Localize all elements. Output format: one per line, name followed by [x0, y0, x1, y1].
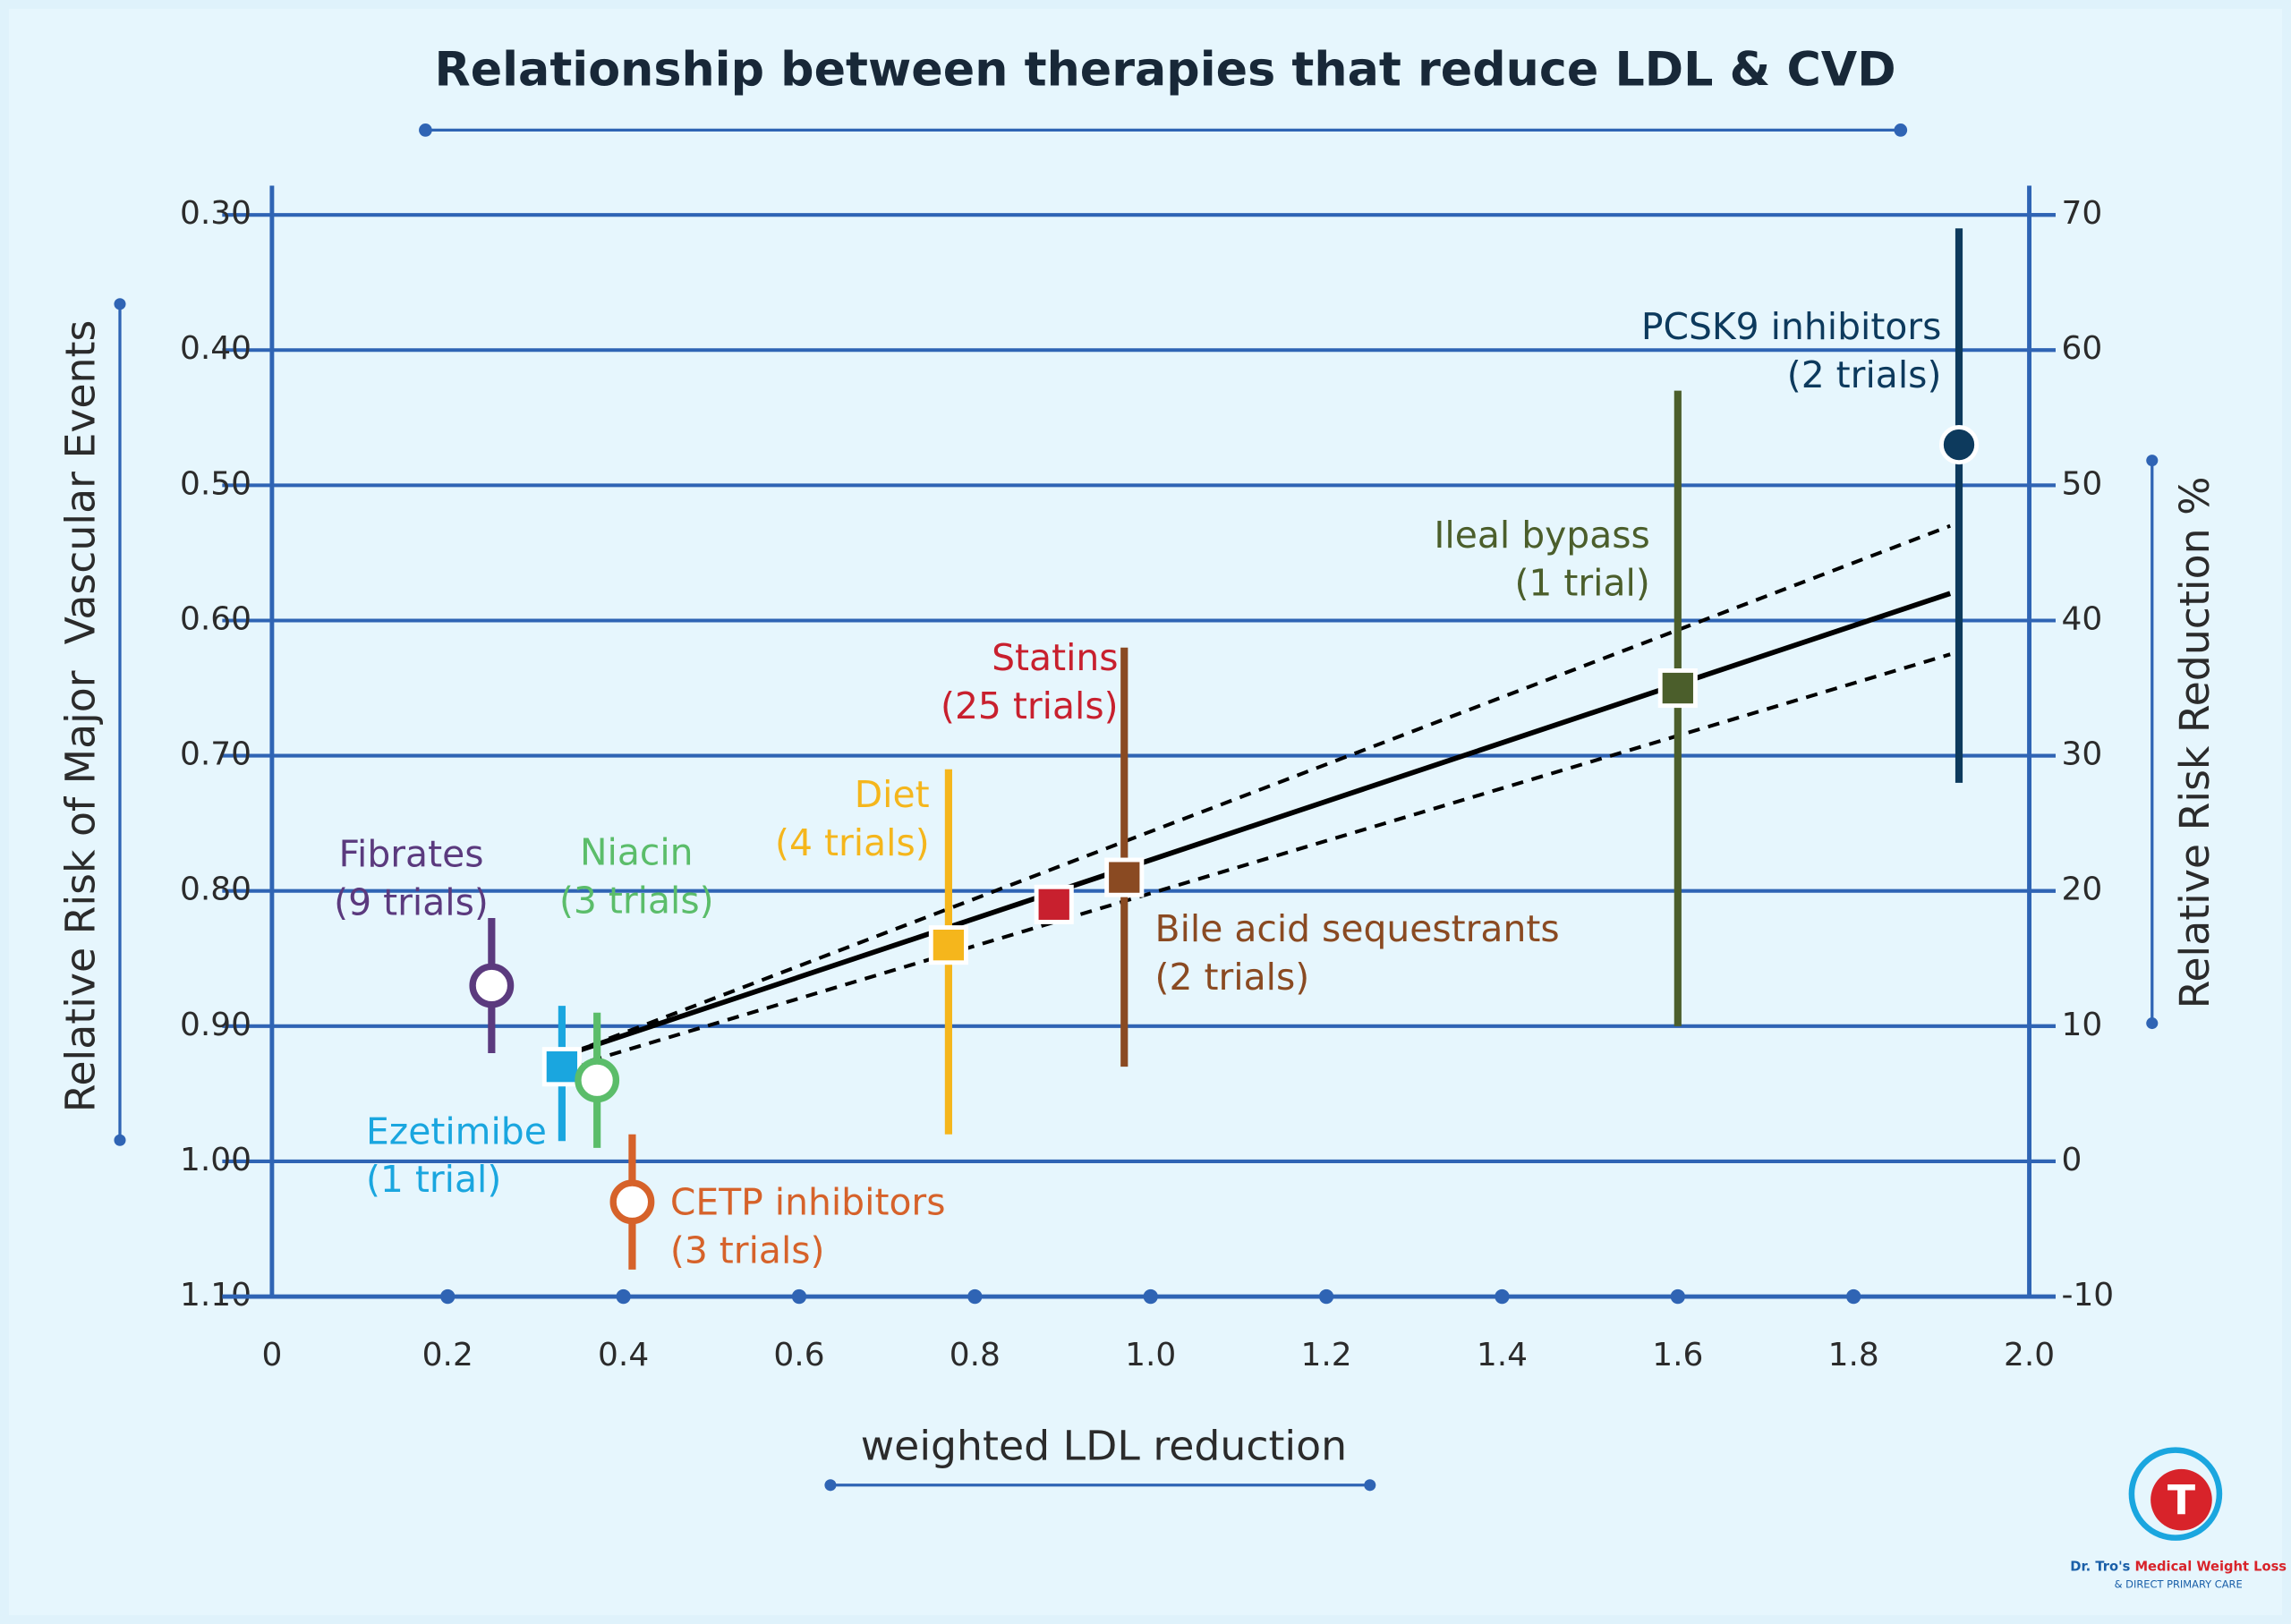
- x-tick: [616, 1288, 631, 1305]
- panel: [8, 8, 2283, 1616]
- marker: [1938, 424, 1980, 465]
- x-tick: [1846, 1288, 1861, 1305]
- point-note: (9 trials): [334, 881, 489, 924]
- marker: [1034, 884, 1074, 924]
- point-note: (25 trials): [941, 684, 1119, 727]
- y2-tick-label: 0: [2061, 1142, 2082, 1178]
- fit-line: [569, 591, 1952, 1056]
- chart-title: Relationship between therapies that redu…: [434, 43, 1895, 98]
- x-tick-label: 0.4: [598, 1337, 649, 1373]
- point-label: Diet: [855, 773, 930, 816]
- logo-letter: T: [2168, 1476, 2195, 1524]
- rule-dot: [824, 1479, 837, 1492]
- point-note: (2 trials): [1787, 353, 1942, 396]
- y-tick-label: 0.60: [180, 600, 251, 637]
- marker: [1104, 857, 1145, 897]
- marker: [575, 1058, 620, 1103]
- marker: [469, 963, 515, 1008]
- y2-tick-label: 70: [2061, 195, 2102, 232]
- y2-tick-label: 10: [2061, 1007, 2102, 1043]
- logo: T Dr. Tro's Medical Weight Loss & DIRECT…: [2070, 1447, 2287, 1590]
- x-tick: [791, 1288, 807, 1305]
- x-axis-label: weighted LDL reduction: [861, 1422, 1347, 1469]
- y-tick-label: 0.30: [180, 195, 251, 232]
- y2-axis-label: Relative Risk Reduction %: [2171, 476, 2219, 1008]
- y-tick-label: 0.50: [180, 465, 251, 502]
- logo-name: Dr. Tro's Medical Weight Loss: [2070, 1559, 2287, 1574]
- marker: [541, 1047, 582, 1087]
- logo-ring: [2128, 1447, 2223, 1541]
- marker: [928, 925, 968, 965]
- x-tick-label: 1.8: [1828, 1337, 1879, 1373]
- point-label: Statins: [992, 636, 1118, 679]
- y-axis-label: Relative Risk of Major Vascular Events: [57, 320, 105, 1113]
- y2-tick-label: 30: [2061, 736, 2102, 773]
- x-tick: [1318, 1288, 1334, 1305]
- x-tick-label: 0.6: [773, 1337, 824, 1373]
- x-tick: [967, 1288, 983, 1305]
- logo-tagline: & DIRECT PRIMARY CARE: [2115, 1577, 2243, 1590]
- y2-tick-label: 20: [2061, 872, 2102, 908]
- rule-dot: [1894, 123, 1908, 137]
- point-note: (1 trial): [1514, 562, 1649, 605]
- marker: [1657, 667, 1698, 709]
- x-tick-label: 1.6: [1652, 1337, 1703, 1373]
- marker: [609, 1179, 655, 1225]
- logo-badge: [2150, 1468, 2212, 1531]
- x-tick-label: 1.0: [1125, 1337, 1176, 1373]
- point-label: Niacin: [580, 831, 694, 874]
- y2-tick-label: 60: [2061, 330, 2102, 367]
- rule-dot: [2146, 1017, 2159, 1030]
- point-label: Ezetimibe: [366, 1110, 547, 1152]
- x-tick-label: 2.0: [2004, 1337, 2055, 1373]
- point-label: Bile acid sequestrants: [1155, 907, 1560, 950]
- y2-tick-label: 40: [2061, 600, 2102, 637]
- x-tick-label: 1.2: [1301, 1337, 1352, 1373]
- point-note: (4 trials): [775, 821, 930, 864]
- x-tick: [440, 1288, 456, 1305]
- y-tick-label: 0.80: [180, 872, 251, 908]
- rule-dot: [114, 1134, 126, 1146]
- point-label: Ileal bypass: [1434, 514, 1649, 557]
- point-note: (2 trials): [1155, 956, 1310, 999]
- rule-dot: [1364, 1479, 1376, 1492]
- rule-dot: [419, 123, 432, 137]
- y-tick-label: 1.00: [180, 1142, 251, 1178]
- x-tick-label: 0.2: [422, 1337, 473, 1373]
- y-tick-label: 0.70: [180, 736, 251, 773]
- ci-line: [570, 652, 1951, 1069]
- y2-tick-label: -10: [2061, 1277, 2114, 1314]
- x-tick: [1670, 1288, 1685, 1305]
- point-label: Fibrates: [339, 833, 484, 876]
- x-tick-label: 0.8: [950, 1337, 1001, 1373]
- y-tick-label: 0.90: [180, 1007, 251, 1043]
- ci-line: [569, 523, 1951, 1055]
- logo-brand: Dr. Tro's: [2070, 1559, 2130, 1574]
- rule-dot: [114, 298, 126, 310]
- x-tick-label: 0: [261, 1337, 282, 1373]
- point-label: PCSK9 inhibitors: [1641, 305, 1942, 348]
- x-tick: [1143, 1288, 1158, 1305]
- y2-tick-label: 50: [2061, 465, 2102, 502]
- rule-dot: [2146, 455, 2159, 467]
- point-label: CETP inhibitors: [670, 1181, 946, 1224]
- x-tick: [1495, 1288, 1510, 1305]
- point-note: (1 trial): [366, 1158, 501, 1201]
- x-tick-label: 1.4: [1477, 1337, 1528, 1373]
- logo-product: Medical Weight Loss: [2134, 1559, 2287, 1574]
- y-tick-label: 0.40: [180, 330, 251, 367]
- point-note: (3 trials): [559, 880, 714, 923]
- point-note: (3 trials): [670, 1229, 825, 1271]
